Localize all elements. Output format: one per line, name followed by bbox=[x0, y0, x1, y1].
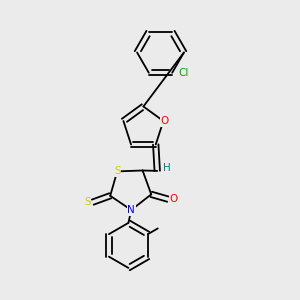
Text: S: S bbox=[114, 167, 121, 176]
Text: O: O bbox=[169, 194, 178, 204]
Text: O: O bbox=[161, 116, 169, 126]
Text: H: H bbox=[163, 164, 171, 173]
Text: N: N bbox=[128, 205, 135, 215]
Text: Cl: Cl bbox=[179, 68, 189, 78]
Text: S: S bbox=[84, 197, 91, 207]
